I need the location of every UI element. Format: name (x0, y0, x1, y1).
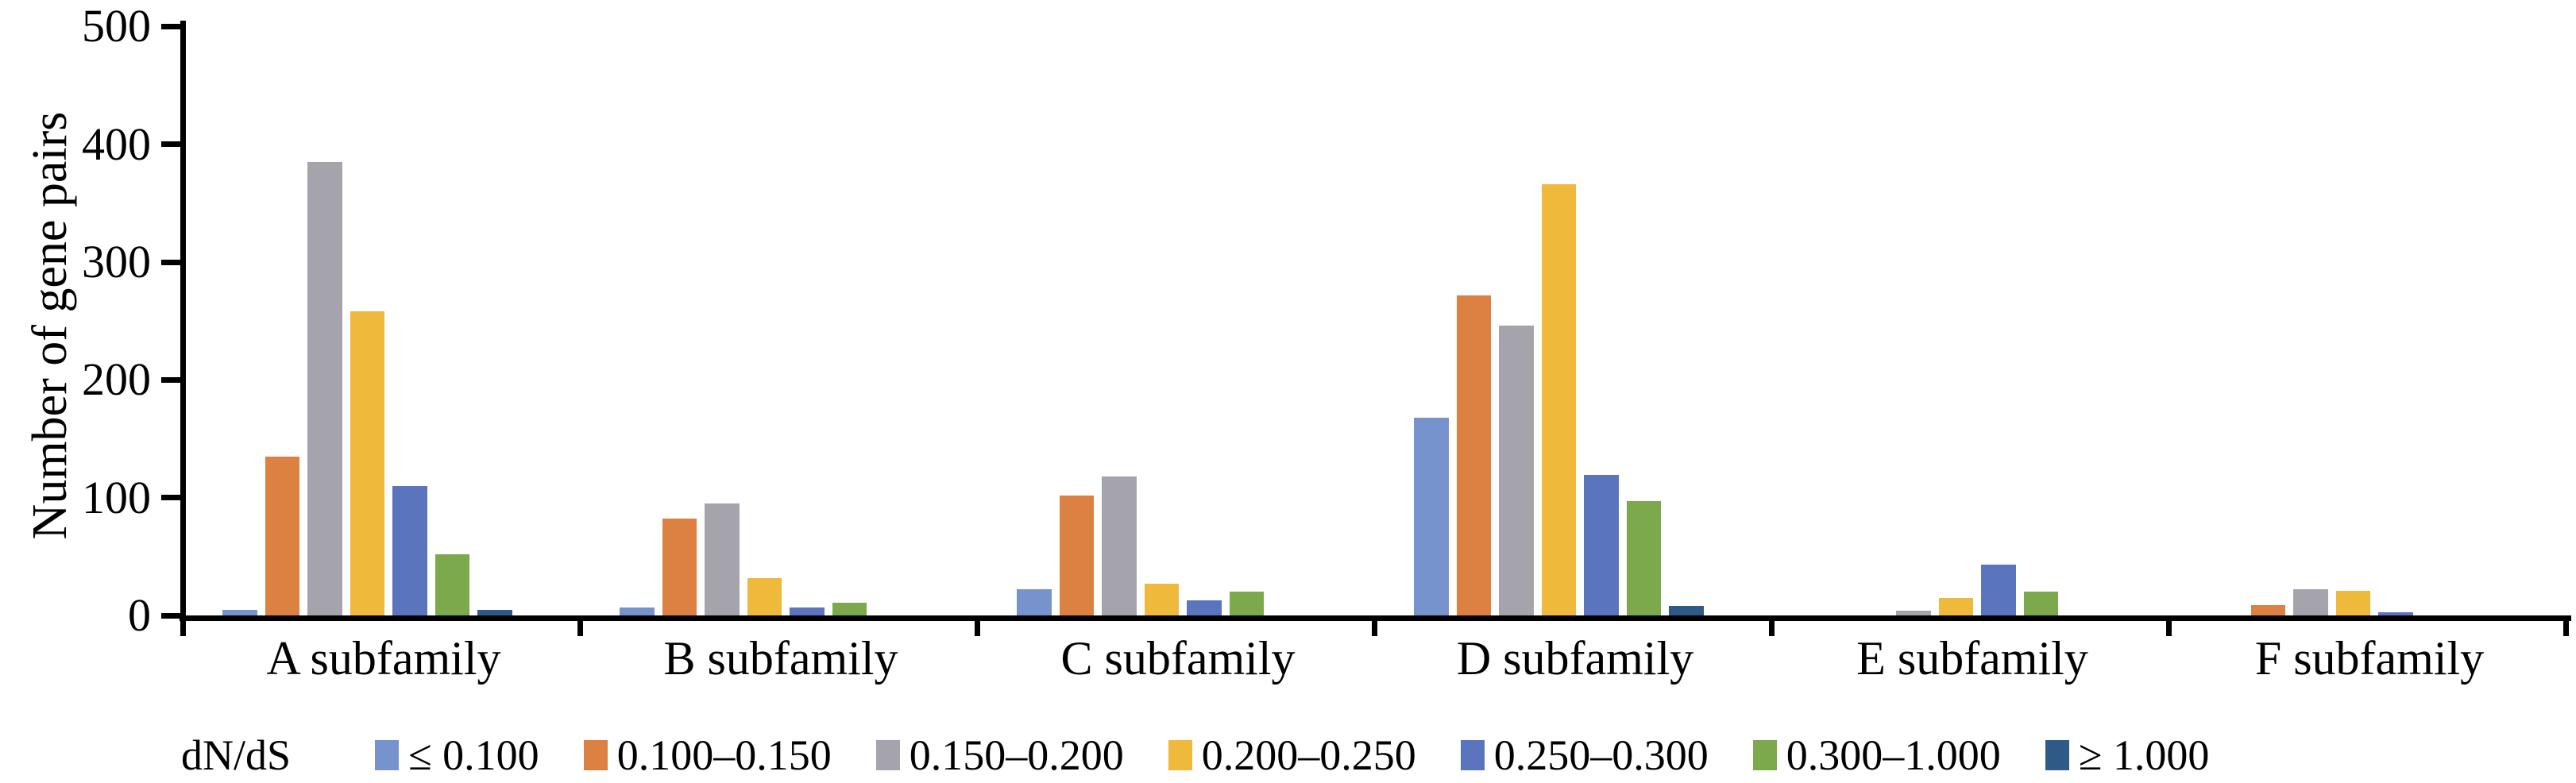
legend-label: ≥ 1.000 (2078, 731, 2210, 779)
bar-B-series3 (705, 503, 740, 615)
bar-D-series3 (1499, 326, 1534, 615)
legend: dN/dS ≤ 0.100 0.100–0.150 0.150–0.200 0.200… (181, 731, 2209, 779)
legend-item: ≥ 1.000 (2045, 731, 2210, 779)
bar-B-series4 (747, 577, 782, 615)
legend-item: 0.100–0.150 (583, 731, 832, 779)
y-tick-label: 200 (82, 353, 151, 406)
bar-F-series4 (2335, 590, 2370, 615)
legend-swatch (1752, 740, 1777, 770)
x-category-label: D subfamily (1456, 632, 1694, 685)
x-axis-boundary-tick (2562, 615, 2569, 636)
y-tick-label: 0 (128, 589, 151, 641)
x-axis-boundary-tick (577, 615, 583, 636)
bar-A-series6 (434, 554, 469, 615)
legend-item: 0.300–1.000 (1752, 731, 2001, 779)
legend-swatch (1168, 740, 1192, 770)
legend-label: 0.200–0.250 (1201, 731, 1416, 779)
legend-swatch (1460, 740, 1485, 770)
bar-C-series2 (1059, 495, 1094, 615)
x-axis-boundary-tick (2165, 615, 2172, 636)
bar-A-series3 (307, 161, 342, 615)
legend-title: dN/dS (181, 731, 292, 779)
y-tick-mark (160, 23, 180, 29)
bar-C-series3 (1102, 476, 1137, 615)
legend-label: 0.250–0.300 (1493, 731, 1709, 779)
bar-B-series1 (620, 607, 655, 615)
legend-label: 0.300–1.000 (1786, 731, 2001, 779)
bar-A-series7 (477, 609, 512, 615)
x-axis-boundary-tick (1768, 615, 1775, 636)
legend-item: 0.250–0.300 (1460, 731, 1709, 779)
bar-B-series2 (662, 519, 697, 615)
bar-F-series3 (2293, 589, 2328, 615)
bar-E-series6 (2023, 592, 2058, 615)
x-category-label: B subfamily (663, 632, 898, 685)
bar-D-series2 (1456, 295, 1491, 615)
legend-swatch (375, 740, 400, 770)
y-tick-label: 300 (82, 236, 151, 287)
bar-F-series5 (2378, 611, 2413, 615)
bar-C-series6 (1229, 592, 1264, 615)
legend-label: 0.150–0.200 (909, 731, 1124, 779)
bar-D-series4 (1541, 184, 1576, 615)
x-category-label: F subfamily (2254, 632, 2485, 685)
y-tick-mark (160, 259, 180, 265)
legend-item: 0.200–0.250 (1168, 734, 1416, 777)
y-tick-label: 100 (82, 471, 151, 523)
bar-C-series4 (1144, 583, 1179, 615)
bar-A-series5 (392, 485, 427, 615)
y-tick-label: 500 (82, 0, 151, 52)
legend-swatch (583, 740, 608, 770)
bar-A-series2 (265, 456, 299, 615)
y-tick-mark (160, 612, 180, 619)
bar-C-series5 (1187, 600, 1222, 615)
x-axis-boundary-tick (1371, 615, 1377, 636)
x-category-label: A subfamily (266, 632, 501, 685)
bar-A-series4 (350, 311, 384, 615)
bar-C-series1 (1017, 589, 1052, 615)
x-axis-boundary-tick (180, 615, 186, 636)
bar-D-series1 (1414, 417, 1449, 615)
bar-F-series2 (2250, 604, 2285, 615)
legend-swatch (875, 740, 900, 770)
bar-B-series6 (832, 602, 867, 615)
y-tick-mark (160, 495, 180, 501)
x-axis-boundary-tick (974, 615, 980, 636)
legend-label: 0.100–0.150 (616, 731, 832, 779)
bar-E-series5 (1981, 565, 2016, 615)
bar-E-series3 (1896, 611, 1931, 615)
legend-item: 0.150–0.200 (875, 731, 1124, 779)
legend-swatch (2045, 740, 2069, 770)
bar-B-series5 (790, 607, 825, 615)
x-category-label: E subfamily (1856, 632, 2088, 685)
x-category-label: C subfamily (1060, 632, 1296, 685)
y-tick-mark (160, 141, 180, 148)
legend-label: ≤ 0.100 (408, 731, 539, 779)
bar-D-series7 (1669, 606, 1704, 615)
bar-D-series6 (1626, 501, 1661, 615)
bar-D-series5 (1584, 475, 1619, 615)
y-tick-label: 400 (82, 118, 151, 170)
y-axis-line (180, 21, 186, 636)
y-tick-mark (160, 376, 180, 383)
bar-E-series4 (1938, 597, 1973, 615)
bar-A-series1 (222, 609, 257, 615)
legend-item: ≤ 0.100 (375, 734, 539, 777)
